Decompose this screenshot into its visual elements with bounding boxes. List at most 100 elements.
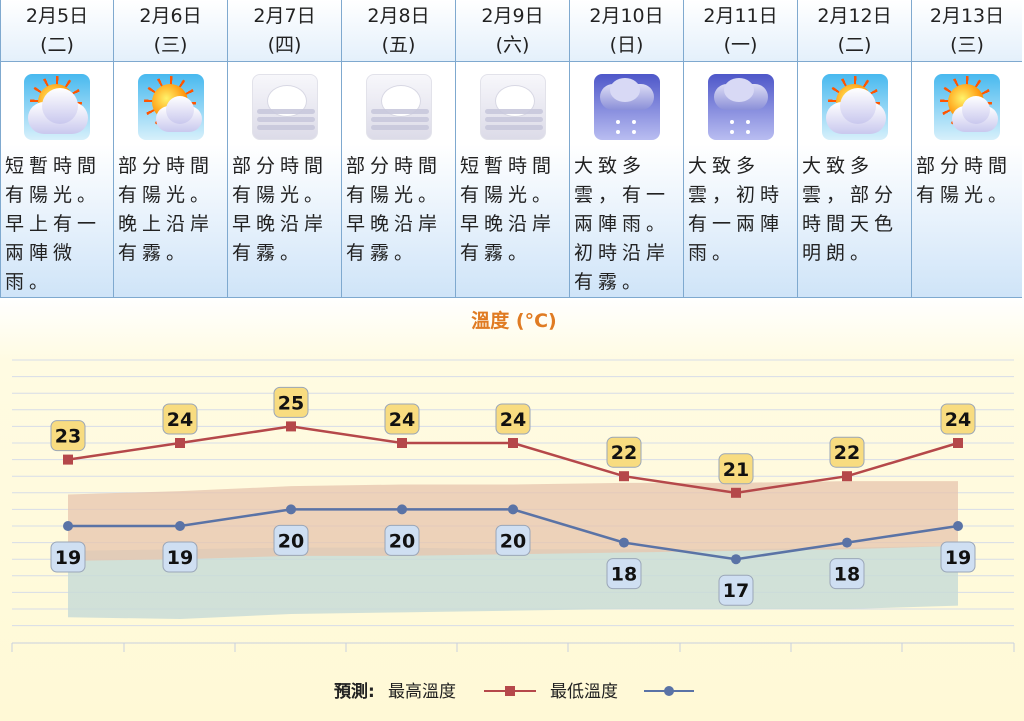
low-temp-label: 19 (945, 547, 971, 569)
high-temp-label-box (273, 386, 309, 418)
data-labels: 23 24 25 24 24 22 21 22 24 19 19 20 20 20 18 17 18 19 (50, 386, 976, 606)
legend-label-low: 最低溫度 (550, 682, 618, 702)
high-temp-label: 24 (389, 409, 415, 431)
high-temp-label-group: 22 (606, 436, 642, 468)
legend-label-high: 最高溫度 (388, 682, 456, 702)
day-column: 2月7日 (四) 部分時間有陽光。早晚沿岸有霧。 (228, 0, 342, 298)
day-body: 部分時間有陽光。 (912, 62, 1022, 297)
low-temp-label-box (384, 524, 420, 556)
light-rain-icon (593, 74, 660, 140)
high-temp-marker (953, 438, 963, 448)
high-temp-label-box (718, 453, 754, 485)
day-date: 2月8日 (367, 5, 430, 27)
low-temp-label-box (718, 574, 754, 606)
day-weekday: (六) (495, 34, 530, 56)
high-temp-label-box (384, 403, 420, 435)
low-temp-label-box (495, 524, 531, 556)
high-temp-marker (619, 471, 629, 482)
day-header: 2月11日 (一) (684, 0, 797, 62)
high-temp-label: 22 (834, 442, 860, 464)
low-temp-label: 19 (55, 547, 81, 569)
low-temp-label-box (829, 558, 865, 590)
legend-marker-high (505, 686, 515, 696)
high-temp-label: 24 (945, 409, 971, 431)
low-temp-marker (63, 521, 73, 531)
mist-icon (479, 74, 546, 140)
sunny-intervals-icon (137, 74, 204, 140)
low-temp-label-group: 20 (495, 524, 531, 556)
low-temp-marker (286, 504, 296, 515)
forecast-table: 2月5日 (二) 短暫時間有陽光。早上有一兩陣微雨。 2月6日 (三) 部分時間有陽光。晚… (0, 0, 1024, 298)
day-date: 2月11日 (703, 5, 778, 27)
low-temp-marker (397, 504, 407, 515)
low-temp-label-group: 18 (829, 558, 865, 590)
high-temp-label-group: 22 (829, 436, 865, 468)
high-temp-label: 23 (55, 426, 81, 448)
low-temp-label-box (50, 541, 86, 573)
day-header: 2月6日 (三) (114, 0, 227, 62)
day-header: 2月9日 (六) (456, 0, 569, 62)
high-temp-label-group: 21 (718, 453, 754, 485)
low-temp-marker (731, 554, 741, 565)
chart-title: 溫度 (°C) (471, 309, 556, 332)
high-temp-marker (508, 438, 518, 448)
sunny-intervals-icon (934, 74, 1000, 140)
high-temp-label-box (495, 403, 531, 435)
day-column: 2月11日 (一) 大致多雲，初時有一兩陣雨。 (684, 0, 798, 298)
low-temp-label: 18 (834, 564, 860, 586)
day-weekday: (四) (267, 34, 302, 56)
day-header: 2月10日 (日) (570, 0, 683, 62)
high-temp-label-group: 24 (495, 403, 531, 435)
high-temp-label-group: 23 (50, 420, 86, 452)
day-date: 2月13日 (929, 5, 1005, 27)
low-temp-label-group: 19 (940, 541, 976, 573)
day-column: 2月5日 (二) 短暫時間有陽光。早上有一兩陣微雨。 (0, 0, 114, 298)
high-temp-label: 24 (500, 409, 526, 431)
high-temp-label-box (50, 420, 86, 452)
low-temp-label-group: 18 (606, 558, 642, 590)
high-temp-marker (842, 471, 852, 482)
low-temp-label: 20 (389, 530, 415, 552)
mist-icon (365, 74, 432, 140)
mist-icon (251, 74, 318, 140)
series-layer (63, 421, 963, 565)
x-axis (11, 642, 1015, 652)
day-description: 部分時間有陽光。晚上沿岸有霧。 (118, 155, 215, 264)
day-column: 2月9日 (六) 短暫時間有陽光。早晚沿岸有霧。 (456, 0, 570, 298)
day-weekday: (五) (381, 34, 416, 56)
low-temp-marker (619, 537, 629, 548)
high-temp-label-box (940, 403, 976, 435)
low-temp-label: 18 (611, 564, 637, 586)
high-temp-label: 22 (611, 442, 637, 464)
low-temp-marker (508, 504, 518, 515)
high-temp-marker (63, 454, 73, 465)
high-temp-label-group: 24 (384, 403, 420, 435)
day-description: 大致多雲，有一兩陣雨。初時沿岸有霧。 (574, 155, 671, 293)
day-header: 2月7日 (四) (228, 0, 341, 62)
day-body: 部分時間有陽光。晚上沿岸有霧。 (114, 62, 227, 297)
high-temp-label-group: 24 (940, 403, 976, 435)
low-temp-label-box (273, 524, 309, 556)
day-description: 部分時間有陽光。早晚沿岸有霧。 (232, 155, 329, 264)
day-body: 短暫時間有陽光。早晚沿岸有霧。 (456, 62, 569, 297)
day-weekday: (二) (837, 34, 872, 56)
day-header: 2月13日 (三) (912, 0, 1022, 62)
low-temp-label-box (162, 541, 198, 573)
low-temp-label-group: 19 (50, 541, 86, 573)
day-body: 短暫時間有陽光。早上有一兩陣微雨。 (1, 62, 113, 297)
low-temp-label-group: 20 (384, 524, 420, 556)
day-description: 大致多雲，初時有一兩陣雨。 (688, 155, 785, 264)
low-temp-marker (842, 537, 852, 548)
legend-marker-low (664, 686, 674, 696)
day-weekday: (一) (723, 34, 758, 56)
low-temp-label-box (940, 541, 976, 573)
day-column: 2月10日 (日) 大致多雲，有一兩陣雨。初時沿岸有霧。 (570, 0, 684, 298)
day-header: 2月8日 (五) (342, 0, 455, 62)
high-temp-label-group: 24 (162, 403, 198, 435)
day-date: 2月10日 (589, 5, 664, 27)
day-description: 部分時間有陽光。 (916, 155, 1013, 206)
low-temp-label: 17 (723, 580, 749, 602)
day-description: 部分時間有陽光。早晚沿岸有霧。 (346, 155, 443, 264)
day-date: 2月6日 (139, 5, 202, 27)
day-column: 2月13日 (三) 部分時間有陽光。 (912, 0, 1022, 298)
